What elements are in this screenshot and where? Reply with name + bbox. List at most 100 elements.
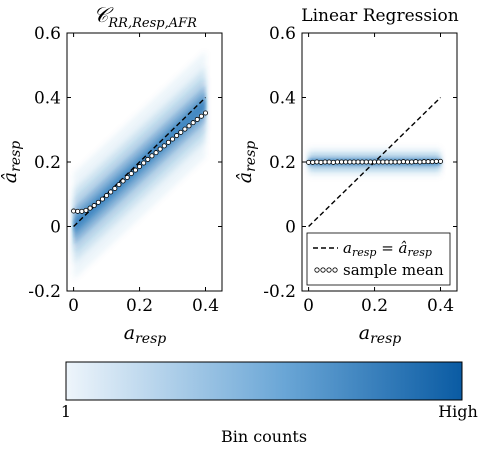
sample-mean-point bbox=[170, 136, 176, 142]
sample-mean-point bbox=[120, 178, 126, 184]
sample-mean-point bbox=[108, 189, 114, 195]
sample-mean-point bbox=[83, 207, 89, 213]
y-tick-label: 0.6 bbox=[269, 24, 296, 44]
sample-mean-point bbox=[367, 159, 373, 165]
y-tick-label: 0 bbox=[50, 218, 61, 238]
sample-mean-point bbox=[322, 159, 328, 165]
sample-mean-point bbox=[116, 182, 122, 188]
sample-mean-point bbox=[161, 143, 167, 149]
sample-mean-point bbox=[71, 208, 77, 214]
panel-right-xlabel: aresp bbox=[359, 322, 401, 347]
y-tick-label: -0.2 bbox=[263, 282, 296, 302]
sample-mean-point bbox=[165, 139, 171, 145]
panel-right-axes: 0 0.2 0.4 -0.2 0 0.2 0.4 0.6 bbox=[263, 24, 457, 316]
y-tick-label: 0.4 bbox=[269, 89, 296, 109]
sample-mean-point bbox=[95, 199, 101, 205]
sample-mean-point bbox=[203, 110, 209, 116]
sample-mean-point bbox=[417, 159, 423, 165]
sample-mean-point bbox=[326, 159, 332, 165]
sample-mean-point bbox=[182, 126, 188, 132]
sample-mean-point bbox=[178, 129, 184, 135]
x-tick-label: 0.2 bbox=[361, 296, 388, 316]
panel-right-title: Linear Regression bbox=[301, 6, 458, 26]
sample-mean-point bbox=[145, 156, 151, 162]
sample-mean-point bbox=[124, 174, 130, 180]
sample-mean-point bbox=[376, 159, 382, 165]
sample-mean-point bbox=[425, 159, 431, 165]
sample-mean-point bbox=[392, 159, 398, 165]
sample-mean-point bbox=[433, 158, 439, 164]
x-tick-label: 0 bbox=[303, 296, 314, 316]
sample-mean-point bbox=[409, 159, 415, 165]
identity-line bbox=[73, 96, 207, 228]
x-tick-label: 0.4 bbox=[427, 296, 454, 316]
sample-mean-point bbox=[343, 159, 349, 165]
y-tick-label: 0 bbox=[285, 218, 296, 238]
sample-mean-point bbox=[190, 120, 196, 126]
panel-right-ylabel: âresp bbox=[234, 141, 259, 183]
sample-mean-point bbox=[149, 153, 155, 159]
sample-mean-point bbox=[339, 159, 345, 165]
x-tick-label: 0 bbox=[68, 296, 79, 316]
sample-mean-point bbox=[384, 159, 390, 165]
sample-mean-point bbox=[400, 159, 406, 165]
sample-mean-point bbox=[429, 159, 435, 165]
sample-mean-point bbox=[314, 159, 320, 165]
sample-mean-point bbox=[310, 159, 316, 165]
sample-mean-point bbox=[438, 158, 444, 164]
panel-left-plot bbox=[71, 96, 209, 228]
y-tick-label: 0.4 bbox=[34, 89, 61, 109]
legend-box bbox=[306, 232, 451, 286]
sample-mean-point bbox=[137, 164, 143, 170]
sample-mean-point bbox=[372, 159, 378, 165]
colorbar-title: Bin counts bbox=[221, 427, 307, 446]
x-tick-label: 0.2 bbox=[126, 296, 153, 316]
colorbar: 1 High Bin counts bbox=[61, 361, 478, 446]
sample-mean-point bbox=[413, 159, 419, 165]
sample-mean-point bbox=[132, 167, 138, 173]
sample-mean-point bbox=[306, 159, 312, 165]
y-tick-label: 0.2 bbox=[269, 153, 296, 173]
panel-left: 𝒞RR,Resp,AFR 0 0.2 0.4 -0.2 0 0.2 0.4 0.6 âresp… bbox=[0, 3, 223, 347]
panel-left-axes: 0 0.2 0.4 -0.2 0 0.2 0.4 0.6 bbox=[28, 24, 222, 316]
sample-mean-point bbox=[141, 160, 147, 166]
sample-mean-point bbox=[112, 185, 118, 191]
legend-entry-sample-mean: sample mean bbox=[343, 261, 444, 279]
sample-mean-point bbox=[334, 159, 340, 165]
panel-left-ylabel: âresp bbox=[0, 141, 24, 183]
sample-mean-point bbox=[186, 123, 192, 129]
sample-mean-point bbox=[405, 159, 411, 165]
legend-entry-identity: aresp = âresp bbox=[343, 239, 432, 259]
panel-right: Linear Regression 0 0.2 0.4-0.200.20.40.6 … bbox=[234, 6, 459, 347]
legend-circle-markers-icon bbox=[314, 267, 338, 273]
sample-mean-point bbox=[87, 205, 93, 211]
sample-mean-point bbox=[330, 159, 336, 165]
sample-mean-point bbox=[388, 159, 394, 165]
sample-mean-point bbox=[157, 146, 163, 152]
y-tick-label: 0.6 bbox=[34, 24, 61, 44]
sample-mean-point bbox=[79, 208, 85, 214]
sample-mean-point bbox=[194, 116, 200, 122]
sample-mean-point bbox=[380, 159, 386, 165]
colorbar-max-label: High bbox=[438, 402, 478, 421]
sample-mean-point bbox=[396, 159, 402, 165]
sample-mean-point bbox=[153, 150, 159, 156]
x-tick-label: 0.4 bbox=[192, 296, 219, 316]
sample-mean-point bbox=[355, 159, 361, 165]
panel-left-title: 𝒞RR,Resp,AFR bbox=[93, 3, 197, 31]
sample-mean-point bbox=[318, 159, 324, 165]
legend: aresp = âresp sample mean bbox=[306, 232, 451, 286]
sample-mean-point bbox=[99, 196, 105, 202]
colorbar-min-label: 1 bbox=[61, 402, 71, 421]
sample-mean-point bbox=[421, 159, 427, 165]
sample-mean-point bbox=[363, 159, 369, 165]
sample-mean-point bbox=[347, 159, 353, 165]
sample-mean-point bbox=[359, 159, 365, 165]
y-tick-label: 0.2 bbox=[34, 153, 61, 173]
colorbar-gradient bbox=[65, 361, 463, 401]
sample-mean-point bbox=[75, 208, 81, 214]
sample-mean-point bbox=[91, 203, 97, 209]
y-tick-label: -0.2 bbox=[28, 282, 61, 302]
sample-mean-point bbox=[128, 171, 134, 177]
